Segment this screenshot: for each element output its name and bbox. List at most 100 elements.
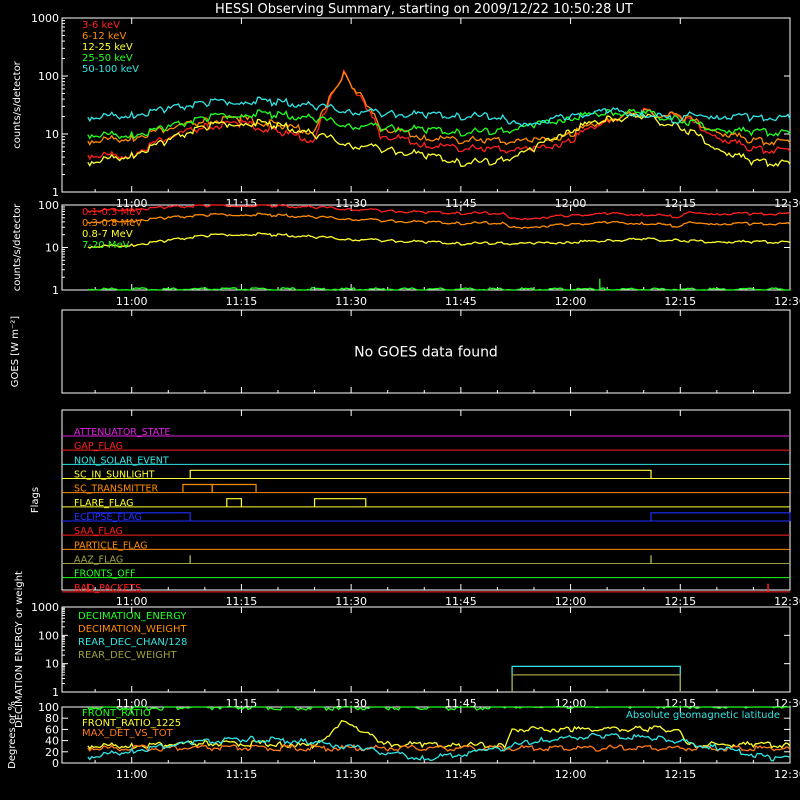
panels-group: counts/s/detector 11:00 11:15 11:30 11:45 12:…	[7, 12, 800, 781]
x-tick-label: 12:00	[555, 197, 587, 210]
x-tick-label: 12:00	[555, 595, 587, 608]
x-tick-label: 12:30	[774, 697, 800, 710]
y-axis-label: Degrees or %	[7, 701, 18, 769]
x-tick-label: 12:00	[555, 768, 587, 781]
x-tick-label: 11:45	[445, 197, 477, 210]
panel-frame	[61, 309, 791, 394]
x-tick-label: 12:15	[664, 295, 696, 308]
y-axis-label: Flags	[30, 487, 41, 513]
series-line-rear-dec-chan-128	[511, 665, 681, 692]
flag-label-fronts-off: FRONTS_OFF	[74, 569, 136, 580]
panel-5: DECIMATION ENERGY or weight 11:00 11:15 11:…	[14, 571, 800, 728]
flag-segment	[87, 512, 191, 521]
y-tick-label: 10	[45, 242, 59, 255]
series-line-3-6-kev	[87, 69, 791, 161]
y-axis-label: DECIMATION ENERGY or weight	[14, 571, 25, 728]
legend-entry-50-100-kev: 50-100 keV	[82, 64, 139, 75]
x-tick-label: 11:00	[116, 595, 148, 608]
y-axis-label: counts/s/detector	[12, 203, 23, 291]
legend-entry-6-12-kev: 6-12 keV	[82, 31, 126, 42]
x-tick-label: 12:15	[664, 595, 696, 608]
y-axis-label: counts/s/detector	[12, 60, 23, 148]
series-line-12-25-kev	[87, 113, 791, 168]
no-data-message: No GOES data found	[354, 345, 498, 361]
panel-frame	[61, 606, 791, 693]
x-tick-label: 11:30	[335, 197, 367, 210]
y-tick-label: 60	[45, 723, 59, 736]
flag-segment	[226, 498, 243, 507]
y-tick-label: 80	[45, 712, 59, 725]
y-tick-label: 20	[45, 746, 59, 759]
panel-3: GOES [W m⁻²] No GOES data found	[10, 309, 791, 394]
flag-label-particle-flag: PARTICLE_FLAG	[74, 540, 147, 551]
series-line-25-50-kev	[87, 108, 791, 140]
y-tick-label: 1	[52, 284, 59, 297]
legend-entry-0-3-0-8-mev: 0.3-0.8 MeV	[82, 218, 142, 229]
legend-entry-3-6-kev: 3-6 keV	[82, 20, 120, 31]
x-tick-label: 11:30	[335, 768, 367, 781]
series-line-front-ratio-1225	[87, 719, 791, 750]
legend-entry-max-det-vs-tot: MAX_DET_VS_TOT	[82, 728, 174, 739]
legend-entry-25-50-kev: 25-50 keV	[82, 53, 133, 64]
x-tick-label: 12:30	[774, 595, 800, 608]
x-tick-label: 11:15	[226, 295, 258, 308]
legend-entry-front-ratio: FRONT_RATIO	[82, 708, 151, 719]
x-tick-label: 12:30	[774, 768, 800, 781]
y-tick-label: 40	[45, 735, 59, 748]
series-line-front-ratio	[87, 706, 790, 712]
panel-frame	[61, 17, 791, 193]
flag-label-sc-in-sunlight: SC_IN_SUNLIGHT	[74, 470, 155, 481]
x-tick-label: 11:45	[445, 295, 477, 308]
y-tick-label: 10	[45, 658, 59, 671]
y-tick-label: 100	[38, 70, 59, 83]
panel-4: Flags 11:00 11:15 11:30 11:45 12:00 12:15 12:30…	[30, 409, 800, 608]
legend-entry-rear-dec-weight: REAR_DEC_WEIGHT	[78, 650, 177, 661]
flag-segment	[182, 483, 213, 493]
legend-entry-front-ratio-1225: FRONT_RATIO_1225	[82, 718, 181, 729]
legend-entry-rear-dec-chan-128: REAR_DEC_CHAN/128	[78, 637, 187, 648]
legend-entry-decimation-weight: DECIMATION_WEIGHT	[78, 624, 187, 635]
x-tick-label: 11:15	[226, 595, 258, 608]
series-line-6-12-kev	[87, 70, 791, 146]
series-line-0-3-0-8-mev	[87, 212, 791, 230]
legend-entry-decimation-energy: DECIMATION_ENERGY	[78, 611, 187, 622]
y-tick-label: 100	[38, 199, 59, 212]
legend-entry-0-8-7-mev: 0.8-7 MeV	[82, 229, 133, 240]
y-tick-label: 1000	[31, 12, 59, 25]
x-tick-label: 12:15	[664, 768, 696, 781]
flag-label-bad-packets: BAD_PACKETS	[74, 583, 141, 594]
y-tick-label: 1	[52, 686, 59, 699]
flag-label-flare-flag: FLARE_FLAG	[74, 498, 134, 509]
x-tick-label: 11:45	[445, 595, 477, 608]
legend-entry-0-1-0-3-mev: 0.1-0.3 MeV	[82, 207, 142, 218]
panel-frame	[61, 706, 791, 764]
flag-label-attenuator-state: ATTENUATOR_STATE	[74, 427, 170, 438]
y-tick-label: 1	[52, 186, 59, 199]
series-line-50-100-kev	[87, 96, 791, 128]
legend-entry-12-25-kev: 12-25 keV	[82, 42, 133, 53]
x-tick-label: 11:00	[116, 768, 148, 781]
x-tick-label: 11:00	[116, 197, 148, 210]
panel-6: Degrees or % 11:00 11:15 11:30 11:45 12:00 12:…	[7, 701, 800, 781]
x-tick-label: 11:45	[445, 768, 477, 781]
flag-segment	[650, 512, 791, 521]
series-line-7-20-mev	[87, 278, 790, 291]
flag-segment	[189, 469, 652, 479]
legend-entry-7-20-mev: 7-20 MeV	[82, 240, 130, 251]
panel-2: counts/s/detector 11:00 11:15 11:30 11:45 12:…	[12, 199, 800, 308]
series-line-max-det-vs-tot	[87, 743, 791, 753]
x-tick-label: 12:00	[555, 295, 587, 308]
flag-label-aaz-flag: AAZ_FLAG	[74, 555, 123, 566]
x-tick-label: 11:15	[226, 768, 258, 781]
legend-annotation: Absolute geomagnetic latitude	[626, 710, 780, 721]
y-tick-label: 100	[38, 629, 59, 642]
flag-segment	[211, 483, 257, 493]
flag-segment	[313, 498, 367, 507]
flag-label-gap-flag: GAP_FLAG	[74, 441, 123, 452]
x-tick-label: 12:30	[774, 295, 800, 308]
figure-title: HESSI Observing Summary, starting on 200…	[215, 2, 633, 17]
y-tick-label: 10	[45, 128, 59, 141]
y-tick-label: 1000	[31, 601, 59, 614]
series-line-absolute-geomagnetic-latitude	[87, 732, 791, 762]
